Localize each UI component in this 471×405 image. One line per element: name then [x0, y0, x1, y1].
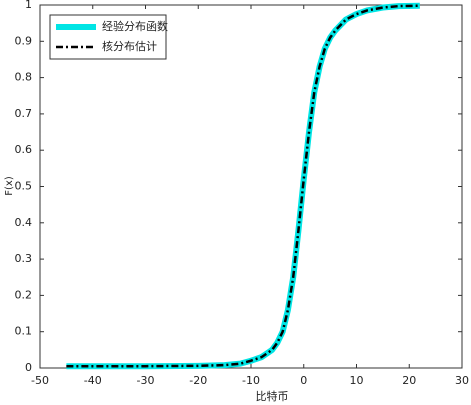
y-tick-label: 0	[25, 361, 32, 374]
x-tick-label: -10	[242, 374, 260, 387]
y-axis-label: F(x)	[4, 176, 15, 196]
y-tick-label: 0.3	[15, 252, 33, 265]
x-axis-label: 比特币	[256, 389, 289, 403]
y-tick-label: 1	[25, 0, 32, 11]
legend-label: 核分布估计	[102, 39, 157, 53]
y-tick-label: 0.7	[15, 107, 33, 120]
series-line	[66, 4, 420, 368]
y-tick-label: 0.4	[15, 216, 33, 229]
x-tick-label: 20	[402, 374, 416, 387]
x-tick-label: -50	[31, 374, 49, 387]
y-tick-label: 0.6	[15, 143, 33, 156]
x-tick-label: 0	[300, 374, 307, 387]
legend-box	[49, 14, 167, 60]
y-tick-label: 0.9	[15, 34, 33, 47]
y-tick-label: 0.1	[15, 325, 33, 338]
x-tick-label: -40	[84, 374, 102, 387]
y-tick-label: 0.2	[15, 288, 33, 301]
x-tick-label: -30	[137, 374, 155, 387]
x-tick-label: 30	[455, 374, 469, 387]
x-tick-label: 10	[350, 374, 364, 387]
y-tick-label: 0.5	[15, 180, 33, 193]
legend-label: 经验分布函数	[102, 19, 168, 33]
x-tick-label: -20	[189, 374, 207, 387]
plot-frame	[39, 4, 463, 369]
y-tick-label: 0.8	[15, 71, 33, 84]
